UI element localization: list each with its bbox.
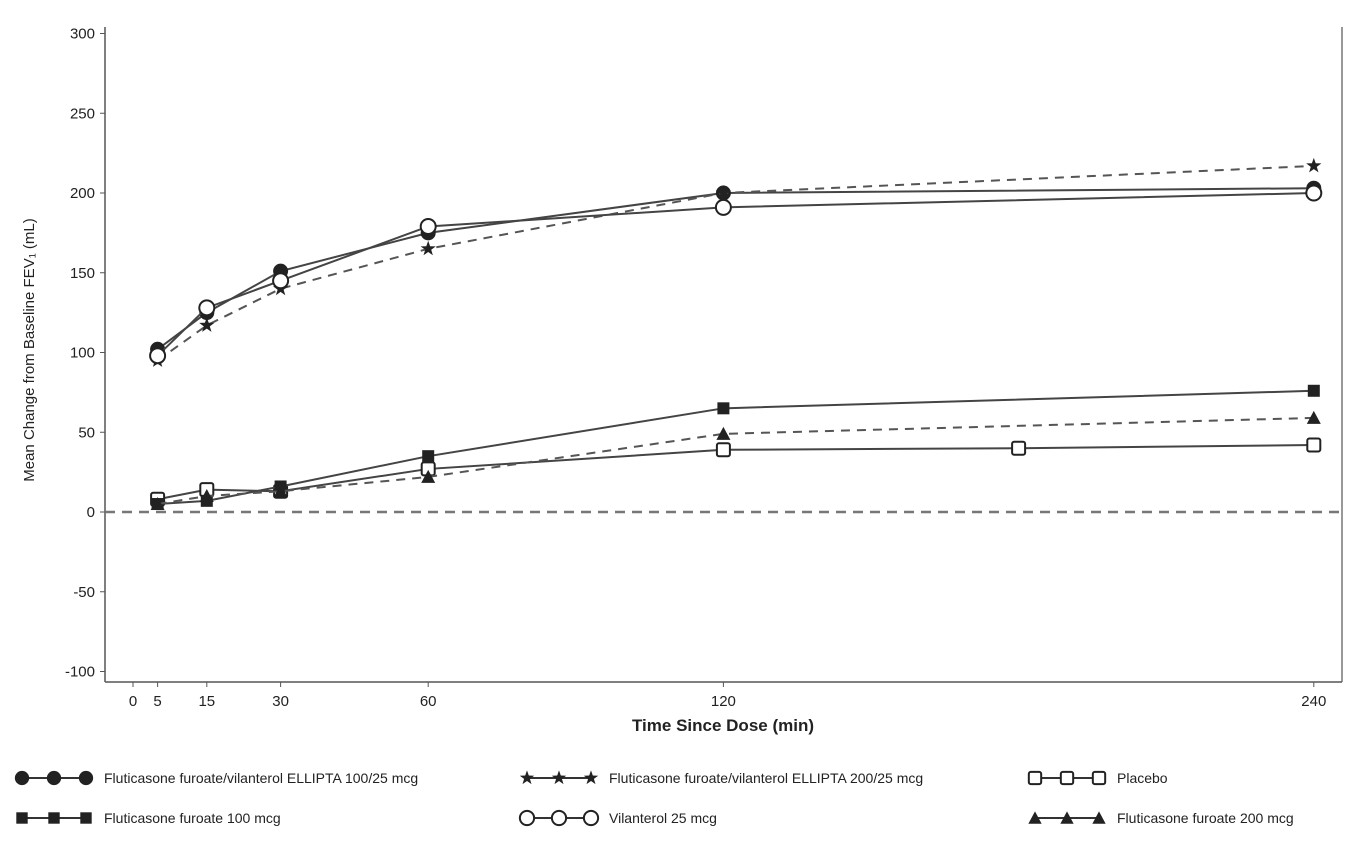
legend-label: Vilanterol 25 mcg (609, 810, 717, 826)
y-axis-label: Mean Change from Baseline FEV₁ (mL) (21, 218, 38, 482)
x-tick-label: 30 (272, 693, 289, 710)
square-filled-marker (1307, 384, 1320, 397)
series-line (157, 416, 1314, 506)
square-filled-marker (422, 450, 435, 463)
series-vilanterol-25-mcg (149, 184, 1323, 365)
circle-open-marker (149, 347, 167, 365)
x-tick-label: 60 (420, 693, 437, 710)
legend-item: Fluticasone furoate 200 mcg (1028, 810, 1294, 826)
y-tick-label: 150 (70, 265, 95, 282)
circle-open-marker (714, 198, 732, 216)
y-tick-label: 250 (70, 105, 95, 122)
legend-item: Placebo (1027, 770, 1168, 786)
legend-label: Fluticasone furoate 200 mcg (1117, 810, 1294, 826)
series-line (157, 444, 1314, 501)
triangle-marker (150, 497, 165, 511)
y-tick-label: -100 (65, 664, 95, 681)
circle-open-marker (419, 217, 437, 235)
legend-item: Fluticasone furoate/vilanterol ELLIPTA 2… (519, 770, 923, 786)
legend: Fluticasone furoate/vilanterol ELLIPTA 1… (14, 770, 1294, 827)
square-filled-marker (48, 812, 60, 824)
square-filled-marker (717, 402, 730, 415)
triangle-marker (273, 484, 288, 498)
x-tick-label: 15 (198, 693, 215, 710)
square-filled-marker (16, 812, 28, 824)
series-layer (149, 157, 1323, 511)
y-tick-label: 0 (87, 504, 95, 521)
triangle-marker (1060, 811, 1074, 824)
square-open-marker (1091, 770, 1107, 786)
y-tick-label: 50 (78, 424, 95, 441)
triangle-marker (1092, 811, 1106, 824)
legend-item: Fluticasone furoate/vilanterol ELLIPTA 1… (14, 770, 418, 786)
series-line (157, 164, 1314, 362)
series-line (156, 192, 1314, 357)
x-tick-label: 120 (711, 693, 736, 710)
triangle-marker (1306, 410, 1321, 424)
series-line (157, 187, 1314, 351)
legend-label: Fluticasone furoate/vilanterol ELLIPTA 1… (104, 770, 418, 786)
circle-open-marker (1305, 184, 1323, 202)
legend-label: Fluticasone furoate 100 mcg (104, 810, 281, 826)
circle-filled-marker (46, 770, 62, 786)
triangle-marker (1028, 811, 1042, 824)
circle-open-marker (550, 809, 568, 827)
circle-open-marker (272, 272, 290, 290)
circle-open-marker (518, 809, 536, 827)
triangle-marker (421, 469, 436, 483)
square-open-marker (1011, 440, 1027, 456)
star-marker (715, 185, 731, 200)
square-open-marker (1059, 770, 1075, 786)
star-marker (519, 770, 535, 785)
star-marker (1306, 157, 1322, 173)
star-marker (420, 240, 436, 256)
x-tick-label: 0 (129, 693, 137, 710)
triangle-marker (199, 489, 214, 503)
square-open-marker (715, 442, 731, 458)
y-tick-label: -50 (73, 584, 95, 601)
legend-item: Vilanterol 25 mcg (518, 809, 717, 827)
x-tick-label: 5 (153, 693, 161, 710)
circle-filled-marker (14, 770, 30, 786)
series-line (157, 389, 1314, 506)
star-marker (551, 770, 567, 785)
circle-filled-marker (78, 770, 94, 786)
x-tick-label: 240 (1301, 693, 1326, 710)
legend-label: Fluticasone furoate/vilanterol ELLIPTA 2… (609, 770, 923, 786)
series-placebo (150, 437, 1322, 507)
y-tick-label: 100 (70, 345, 95, 362)
square-open-marker (1306, 437, 1322, 453)
circle-open-marker (198, 299, 216, 317)
x-axis-label: Time Since Dose (min) (632, 716, 814, 735)
legend-label: Placebo (1117, 770, 1168, 786)
square-open-marker (1027, 770, 1043, 786)
series-fluticasone-furoate-200-mcg (150, 410, 1321, 511)
star-marker (199, 317, 215, 332)
circle-open-marker (582, 809, 600, 827)
square-filled-marker (80, 812, 92, 824)
y-tick-label: 200 (70, 185, 95, 202)
y-tick-label: 300 (70, 26, 95, 43)
triangle-marker (716, 426, 731, 440)
legend-item: Fluticasone furoate 100 mcg (16, 810, 281, 826)
star-marker (583, 770, 599, 785)
